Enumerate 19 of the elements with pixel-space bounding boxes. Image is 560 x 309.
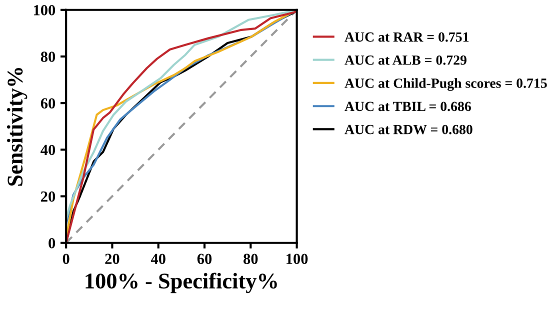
legend-label: AUC at Child-Pugh scores = 0.715 bbox=[344, 78, 547, 91]
y-tick-label: 60 bbox=[40, 98, 56, 109]
legend-label: AUC at RAR = 0.751 bbox=[344, 32, 469, 42]
y-axis-title: Sensitivity% bbox=[6, 68, 28, 186]
legend-label: AUC at RDW = 0.680 bbox=[344, 124, 472, 134]
y-tick-label: 0 bbox=[48, 238, 56, 248]
x-tick-label: 20 bbox=[105, 254, 120, 264]
legend-label: AUC at TBIL = 0.686 bbox=[344, 102, 471, 112]
y-tick-label: 100 bbox=[34, 5, 56, 16]
y-tick-label: 40 bbox=[40, 144, 56, 156]
x-tick-label: 0 bbox=[62, 254, 70, 264]
x-tick-label: 40 bbox=[150, 254, 166, 264]
legend-label: AUC at ALB = 0.729 bbox=[344, 55, 466, 65]
x-tick-label: 100 bbox=[286, 254, 308, 264]
x-axis-title: 100% - Specificity% bbox=[86, 272, 277, 294]
y-tick-label: 20 bbox=[41, 191, 56, 202]
x-tick-label: 60 bbox=[197, 254, 212, 264]
x-tick-label: 80 bbox=[244, 254, 258, 264]
y-tick-label: 80 bbox=[40, 52, 56, 62]
